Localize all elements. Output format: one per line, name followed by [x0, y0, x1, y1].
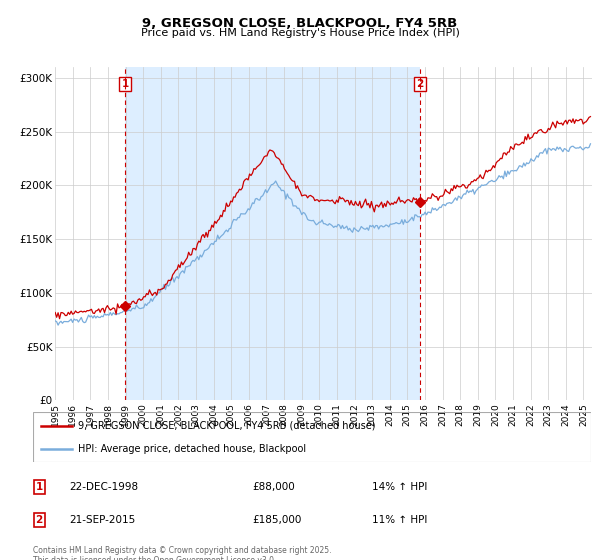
Text: HPI: Average price, detached house, Blackpool: HPI: Average price, detached house, Blac…: [77, 445, 306, 454]
Text: 9, GREGSON CLOSE, BLACKPOOL, FY4 5RB (detached house): 9, GREGSON CLOSE, BLACKPOOL, FY4 5RB (de…: [77, 421, 375, 431]
Text: 21-SEP-2015: 21-SEP-2015: [69, 515, 135, 525]
Text: £185,000: £185,000: [252, 515, 301, 525]
Text: Price paid vs. HM Land Registry's House Price Index (HPI): Price paid vs. HM Land Registry's House …: [140, 28, 460, 38]
Text: 1: 1: [35, 482, 43, 492]
Text: 9, GREGSON CLOSE, BLACKPOOL, FY4 5RB: 9, GREGSON CLOSE, BLACKPOOL, FY4 5RB: [142, 17, 458, 30]
Bar: [125, 67, 420, 400]
Text: Contains HM Land Registry data © Crown copyright and database right 2025.
This d: Contains HM Land Registry data © Crown c…: [33, 546, 331, 560]
Text: 1: 1: [121, 80, 129, 90]
Text: 22-DEC-1998: 22-DEC-1998: [69, 482, 138, 492]
Text: 11% ↑ HPI: 11% ↑ HPI: [372, 515, 427, 525]
Text: 14% ↑ HPI: 14% ↑ HPI: [372, 482, 427, 492]
Text: 2: 2: [416, 80, 424, 90]
Text: 2: 2: [35, 515, 43, 525]
Text: £88,000: £88,000: [252, 482, 295, 492]
